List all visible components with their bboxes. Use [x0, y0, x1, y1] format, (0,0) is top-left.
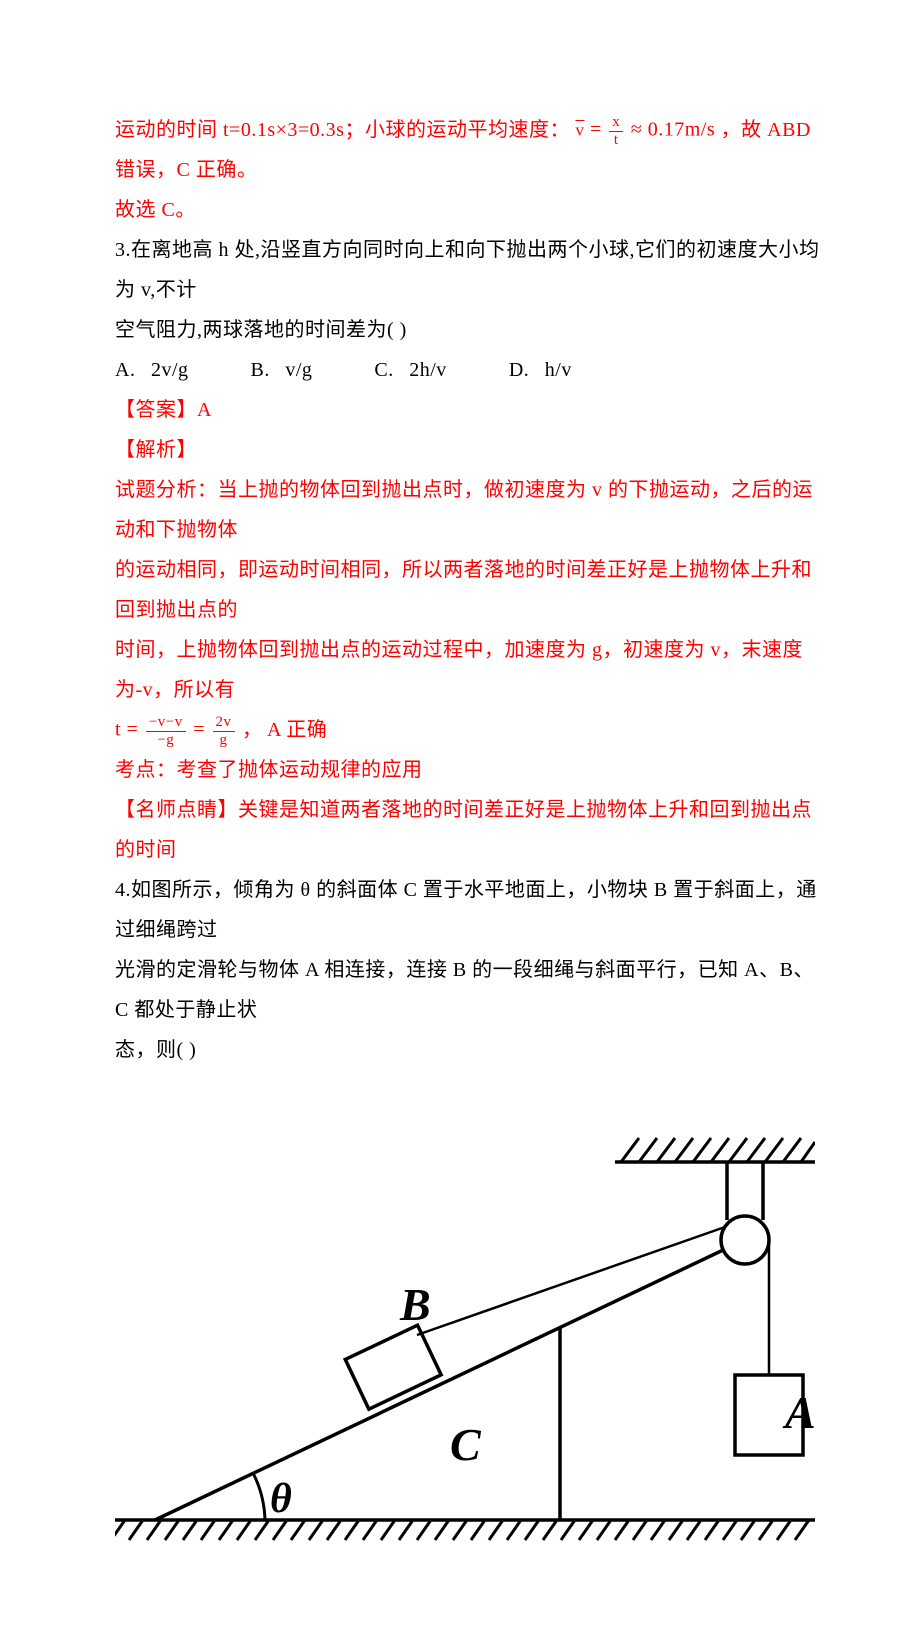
frac1-num: −v−v	[146, 714, 186, 732]
q3-answer: 【答案】A	[115, 390, 820, 430]
q3-option-c: C. 2h/v	[374, 359, 446, 381]
eq-sign-1: =	[590, 119, 607, 141]
time-diff-formula: t = −v−v −g = 2v g	[115, 714, 237, 748]
t-eq-post: ， A 正确	[242, 719, 327, 741]
q3-option-d: D. h/v	[509, 359, 572, 381]
q4-stem-line3: 态，则( )	[115, 1030, 820, 1070]
q3-analysis-label: 【解析】	[115, 430, 820, 470]
frac1-den: −g	[146, 732, 186, 749]
q3-stem-line2: 空气阻力,两球落地的时间差为( )	[115, 310, 820, 350]
v-bar: v	[575, 121, 584, 140]
frac-den-t: t	[609, 132, 623, 149]
q3-kaodian: 考点：考查了抛体运动规律的应用	[115, 750, 820, 790]
t-eq-mid: =	[193, 719, 210, 741]
incline-hypotenuse	[155, 1242, 740, 1520]
frac2-num: 2v	[213, 714, 235, 732]
string-incline	[417, 1227, 725, 1335]
block-b	[345, 1325, 441, 1409]
pulley-wheel	[721, 1216, 769, 1264]
frac2-den: g	[213, 732, 235, 749]
theta-arc	[253, 1473, 265, 1520]
avg-velocity-formula: v = x t ≈ 0.17m/s	[575, 114, 715, 148]
label-a: A	[782, 1387, 815, 1438]
label-theta: θ	[270, 1476, 292, 1522]
q3-analysis-line1: 试题分析：当上抛的物体回到抛出点时，做初速度为 v 的下抛运动，之后的运动和下抛…	[115, 470, 820, 550]
label-c: C	[450, 1419, 482, 1470]
frac-x-over-t: x t	[609, 114, 623, 148]
t-eq-pre: t =	[115, 719, 144, 741]
q4-diagram: B A C θ	[115, 1120, 815, 1560]
frac-2v-g: 2v g	[213, 714, 235, 748]
q3-options: A. 2v/g B. v/g C. 2h/v D. h/v	[115, 350, 820, 390]
q4-stem-line2: 光滑的定滑轮与物体 A 相连接，连接 B 的一段细绳与斜面平行，已知 A、B、C…	[115, 950, 820, 1030]
prev-sol-text1: 运动的时间 t=0.1s×3=0.3s；小球的运动平均速度：	[115, 119, 570, 141]
q3-tip: 【名师点睛】关键是知道两者落地的时间差正好是上抛物体上升和回到抛出点的时间	[115, 790, 820, 870]
frac-minus-v: −v−v −g	[146, 714, 186, 748]
ground-hatch	[115, 1520, 809, 1540]
q3-analysis-formula-line: t = −v−v −g = 2v g ， A 正确	[115, 710, 820, 750]
q3-stem-line1: 3.在离地高 h 处,沿竖直方向同时向上和向下抛出两个小球,它们的初速度大小均为…	[115, 230, 820, 310]
tip-label: 【名师点睛】	[115, 799, 238, 821]
frac-num-x: x	[609, 114, 623, 132]
prev-solution-conclusion: 故选 C。	[115, 190, 820, 230]
q3-option-a: A. 2v/g	[115, 359, 189, 381]
answer-value: A	[197, 399, 212, 421]
q3-analysis-line3: 时间，上抛物体回到抛出点的运动过程中，加速度为 g，初速度为 v，末速度为-v，…	[115, 630, 820, 710]
ceiling-hatch	[621, 1138, 815, 1162]
q3-option-b: B. v/g	[251, 359, 313, 381]
prev-solution-line1: 运动的时间 t=0.1s×3=0.3s；小球的运动平均速度： v = x t ≈…	[115, 110, 820, 190]
answer-label: 【答案】	[115, 399, 197, 421]
q4-stem-line1: 4.如图所示，倾角为 θ 的斜面体 C 置于水平地面上，小物块 B 置于斜面上，…	[115, 870, 820, 950]
approx-value: ≈ 0.17m/s	[631, 119, 715, 141]
q3-analysis-line2: 的运动相同，即运动时间相同，所以两者落地的时间差正好是上抛物体上升和回到抛出点的	[115, 550, 820, 630]
label-b: B	[399, 1279, 431, 1330]
